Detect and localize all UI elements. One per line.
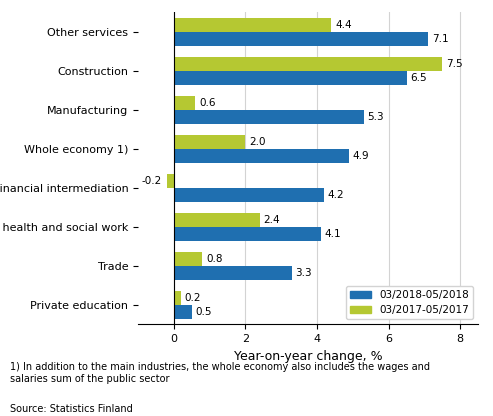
Text: 5.3: 5.3: [367, 112, 384, 122]
Text: 4.2: 4.2: [328, 190, 345, 200]
Bar: [174, 18, 331, 32]
Text: 0.5: 0.5: [195, 307, 212, 317]
Text: 6.5: 6.5: [410, 73, 427, 83]
Bar: [174, 305, 192, 319]
Text: -0.2: -0.2: [141, 176, 161, 186]
X-axis label: Year-on-year change, %: Year-on-year change, %: [234, 350, 383, 363]
Text: 7.5: 7.5: [446, 59, 462, 69]
Text: 3.3: 3.3: [296, 268, 312, 278]
Text: 4.9: 4.9: [353, 151, 370, 161]
Text: 2.0: 2.0: [249, 137, 266, 147]
Legend: 03/2018-05/2018, 03/2017-05/2017: 03/2018-05/2018, 03/2017-05/2017: [346, 286, 473, 319]
Text: 1) In addition to the main industries, the whole economy also includes the wages: 1) In addition to the main industries, t…: [10, 362, 430, 384]
Text: Source: Statistics Finland: Source: Statistics Finland: [10, 404, 133, 414]
Bar: [174, 57, 442, 71]
Bar: [174, 291, 181, 305]
Text: 0.8: 0.8: [206, 254, 222, 264]
Text: 7.1: 7.1: [432, 34, 448, 44]
Text: 0.6: 0.6: [199, 98, 215, 108]
Bar: [167, 174, 174, 188]
Bar: [174, 149, 350, 163]
Bar: [174, 227, 320, 240]
Bar: [174, 71, 407, 84]
Bar: [174, 213, 260, 227]
Text: 2.4: 2.4: [263, 215, 280, 225]
Text: 4.1: 4.1: [324, 229, 341, 239]
Bar: [174, 253, 203, 266]
Bar: [174, 32, 428, 46]
Bar: [174, 110, 364, 124]
Bar: [174, 188, 324, 202]
Text: 4.4: 4.4: [335, 20, 352, 30]
Bar: [174, 266, 292, 280]
Bar: [174, 97, 195, 110]
Bar: [174, 135, 246, 149]
Text: 0.2: 0.2: [184, 293, 201, 303]
